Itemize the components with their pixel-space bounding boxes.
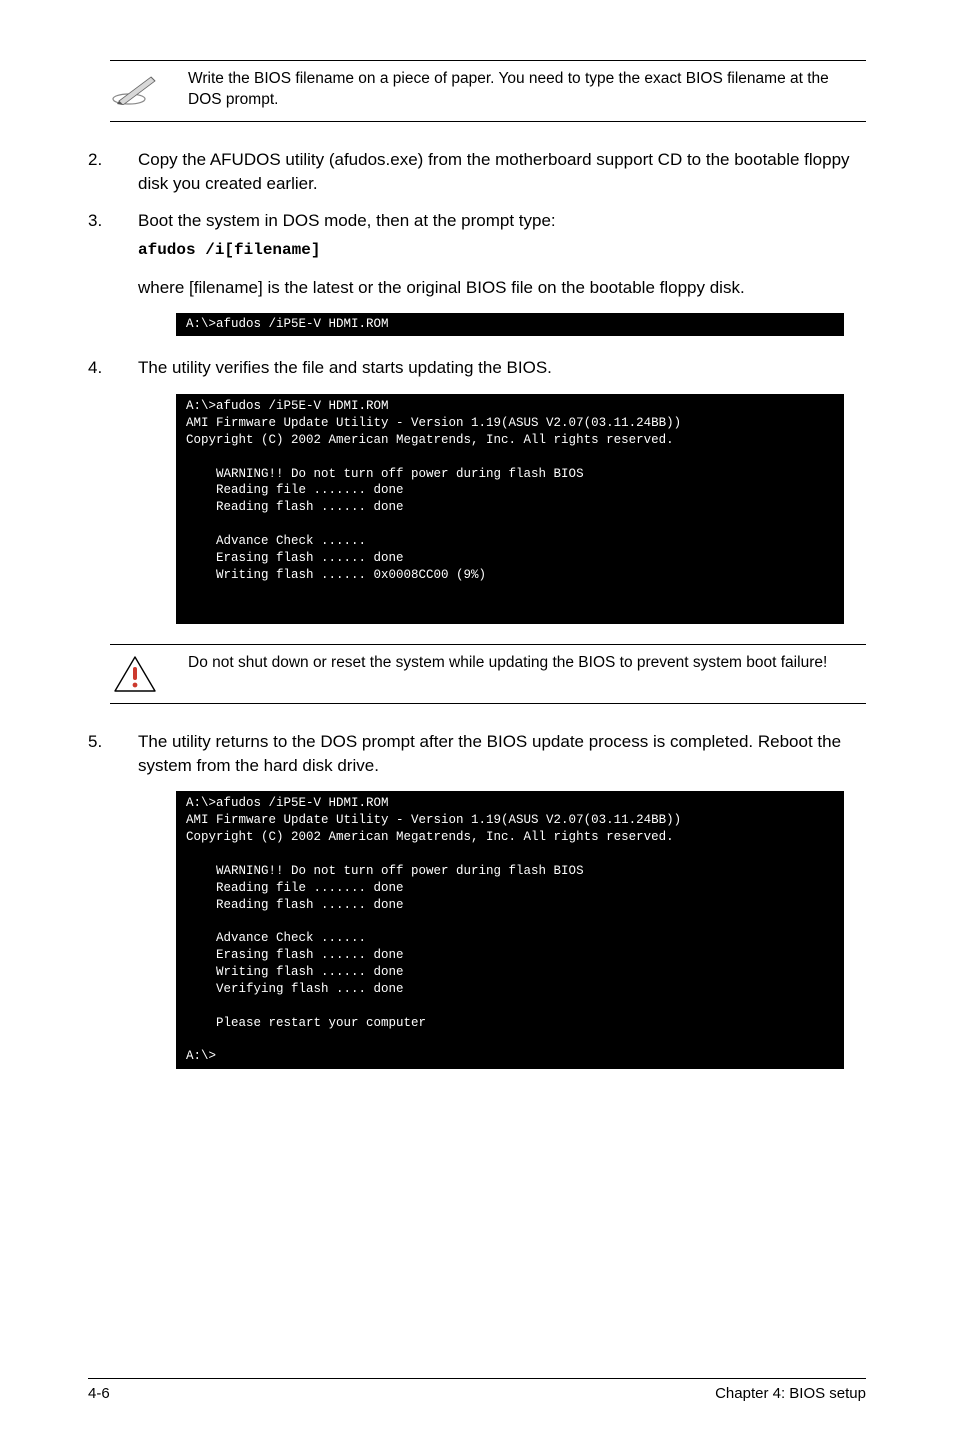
caution-note: Do not shut down or reset the system whi… [110,644,866,704]
pencil-icon [110,69,160,105]
caution-text: Do not shut down or reset the system whi… [188,653,866,674]
step-3-cmd: afudos /i[filename] [138,239,866,261]
step-4-num: 4. [88,356,110,380]
step-3-body: Boot the system in DOS mode, then at the… [138,209,866,261]
step-3-num: 3. [88,209,110,261]
caution-icon [110,653,160,693]
step-5-text: The utility returns to the DOS prompt af… [138,730,866,778]
page-footer: 4-6 Chapter 4: BIOS setup [88,1378,866,1402]
step-4: 4. The utility verifies the file and sta… [88,356,866,380]
step-3-subtext: where [filename] is the latest or the or… [138,276,866,300]
terminal-output-2: A:\>afudos /iP5E-V HDMI.ROM AMI Firmware… [176,394,844,624]
footer-page-num: 4-6 [88,1385,110,1402]
step-2-text: Copy the AFUDOS utility (afudos.exe) fro… [138,148,866,196]
page-content: Write the BIOS filename on a piece of pa… [0,0,954,1129]
step-3-text: Boot the system in DOS mode, then at the… [138,209,866,233]
footer-chapter: Chapter 4: BIOS setup [715,1385,866,1402]
note-pencil-text: Write the BIOS filename on a piece of pa… [188,69,866,111]
step-5: 5. The utility returns to the DOS prompt… [88,730,866,778]
note-pencil: Write the BIOS filename on a piece of pa… [110,60,866,122]
step-5-num: 5. [88,730,110,778]
step-4-text: The utility verifies the file and starts… [138,356,866,380]
step-2-num: 2. [88,148,110,196]
terminal-output-1: A:\>afudos /iP5E-V HDMI.ROM [176,313,844,336]
step-2: 2. Copy the AFUDOS utility (afudos.exe) … [88,148,866,196]
step-3: 3. Boot the system in DOS mode, then at … [88,209,866,261]
terminal-output-3: A:\>afudos /iP5E-V HDMI.ROM AMI Firmware… [176,791,844,1069]
